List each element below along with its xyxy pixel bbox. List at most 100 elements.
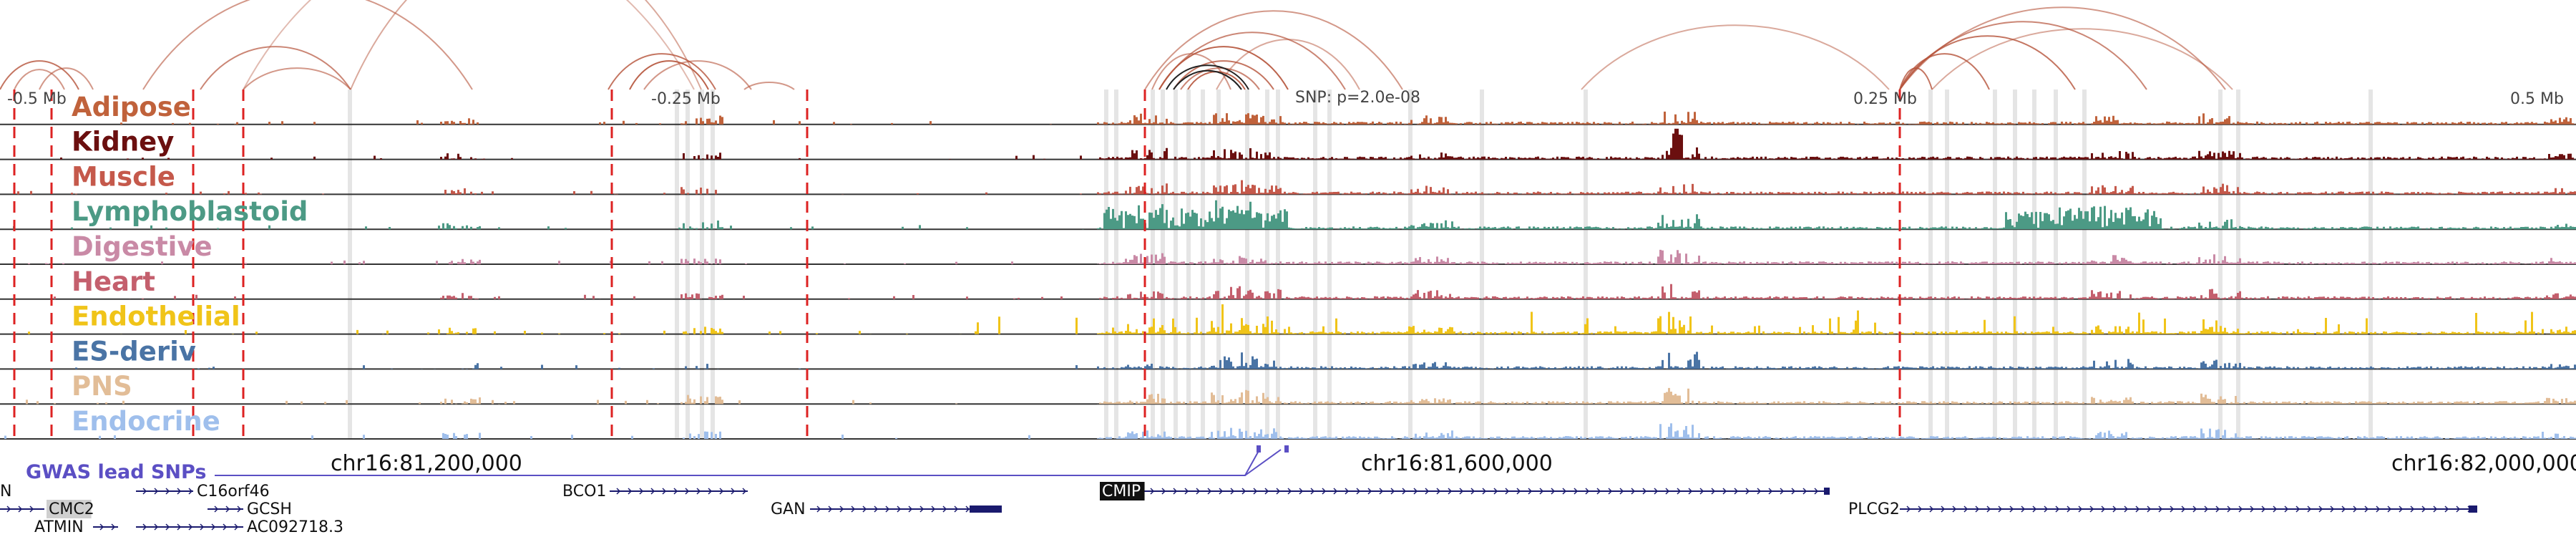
strand-arrow (1654, 488, 1659, 495)
interaction-arc (1899, 35, 2076, 90)
strand-arrow (1367, 488, 1372, 495)
strand-arrow (1539, 488, 1544, 495)
strand-arrow (1998, 505, 2003, 513)
strand-arrow (1482, 488, 1487, 495)
strand-arrow (616, 488, 621, 495)
strand-arrow (2284, 505, 2289, 513)
gene-exon (970, 505, 1002, 513)
strand-arrow (650, 488, 655, 495)
strand-arrow (2204, 505, 2209, 513)
gene-label: GCSH (247, 500, 292, 518)
strand-arrow (2353, 505, 2358, 513)
strand-arrow (2227, 505, 2232, 513)
strand-arrow (2330, 505, 2335, 513)
strand-arrow (2250, 505, 2255, 513)
strand-arrow (1379, 488, 1384, 495)
strand-arrow (2296, 505, 2301, 513)
interaction-arc (629, 60, 709, 90)
interaction-arc (1216, 39, 1360, 90)
strand-arrow (2181, 505, 2186, 513)
strand-arrow (1356, 488, 1361, 495)
strand-arrow (2124, 505, 2129, 513)
interaction-arc (608, 53, 716, 90)
strand-arrow (908, 505, 913, 513)
strand-arrow (2078, 505, 2083, 513)
strand-arrow (1287, 488, 1292, 495)
strand-arrow (1963, 505, 1968, 513)
interaction-arc (243, 67, 351, 90)
strand-arrow (177, 523, 182, 531)
track-signal (0, 352, 2576, 369)
distance-label-0.25: 0.25 Mb (1853, 90, 1917, 108)
coordinate-label: chr16:81,200,000 (331, 451, 522, 476)
strand-arrow (142, 523, 147, 531)
strand-arrow (1345, 488, 1350, 495)
interaction-arc (1180, 67, 1260, 90)
gene-plcg2[interactable]: PLCG2 (1848, 500, 2477, 518)
strand-arrow (2341, 505, 2346, 513)
interaction-arc (743, 82, 795, 90)
strand-arrow (696, 488, 701, 495)
strand-arrow (1173, 488, 1178, 495)
strand-arrow (2112, 505, 2117, 513)
gene-cmip[interactable]: CMIP (1100, 482, 1830, 500)
strand-arrow (1814, 488, 1819, 495)
strand-arrow (165, 523, 170, 531)
strand-arrow (1230, 488, 1235, 495)
strand-arrow (1975, 505, 1980, 513)
gene-label: BCO1 (562, 483, 606, 500)
strand-arrow (1310, 488, 1315, 495)
strand-arrow (2044, 505, 2049, 513)
gene-label-highlight (47, 500, 92, 518)
strand-arrow (708, 488, 713, 495)
distance-label-minus-0.5: -0.5 Mb (7, 90, 67, 108)
track-signal (0, 249, 2576, 264)
track-label: ES-deriv (72, 336, 196, 367)
strand-arrow (1551, 488, 1556, 495)
gene-gan[interactable]: GAN (771, 500, 1002, 518)
strand-arrow (874, 505, 879, 513)
strand-arrow (1585, 488, 1590, 495)
strand-arrow (2135, 505, 2140, 513)
strand-arrow (223, 523, 228, 531)
interaction-arc (1581, 24, 1890, 90)
strand-arrow (954, 505, 959, 513)
interaction-arc (1899, 21, 2147, 90)
gene-gcsh[interactable]: GCSH (208, 500, 292, 518)
gwas-snp-marker (1284, 445, 1289, 453)
strand-arrow (2055, 505, 2060, 513)
strand-arrow (2101, 505, 2106, 513)
track-label: PNS (72, 371, 132, 402)
gene-bco1[interactable]: BCO1 (562, 483, 748, 500)
strand-arrow (1390, 488, 1395, 495)
strand-arrow (685, 488, 690, 495)
gene-ac092718.3[interactable]: AC092718.3 (136, 518, 343, 536)
strand-arrow (2376, 505, 2381, 513)
strand-arrow (2410, 505, 2415, 513)
strand-arrow (154, 523, 159, 531)
strand-arrow (1768, 488, 1773, 495)
distance-label-0.5: 0.5 Mb (2510, 90, 2564, 108)
gene-atmin[interactable]: ATMIN (34, 518, 118, 536)
strand-arrow (1413, 488, 1418, 495)
strand-arrow (18, 505, 23, 513)
track-signal (0, 423, 2576, 439)
track-label: Muscle (72, 161, 175, 192)
gene-c16orf46[interactable]: C16orf46 (136, 483, 270, 500)
strand-arrow (1207, 488, 1212, 495)
strand-arrow (919, 505, 924, 513)
track-signal (0, 111, 2576, 125)
strand-arrow (214, 505, 219, 513)
interaction-arcs (0, 0, 2233, 90)
coordinate-label: chr16:82,000,000 (2391, 451, 2576, 476)
interaction-arc (1931, 28, 2233, 90)
strand-arrow (816, 505, 821, 513)
strand-arrow (1150, 488, 1155, 495)
gene-cmc2[interactable]: CMC2 (0, 500, 94, 518)
strand-arrow (1918, 505, 1923, 513)
gene-n[interactable]: N (0, 483, 11, 500)
tad-boundaries (13, 90, 1901, 439)
strand-arrow (2032, 505, 2037, 513)
track-digestive (0, 249, 2576, 265)
